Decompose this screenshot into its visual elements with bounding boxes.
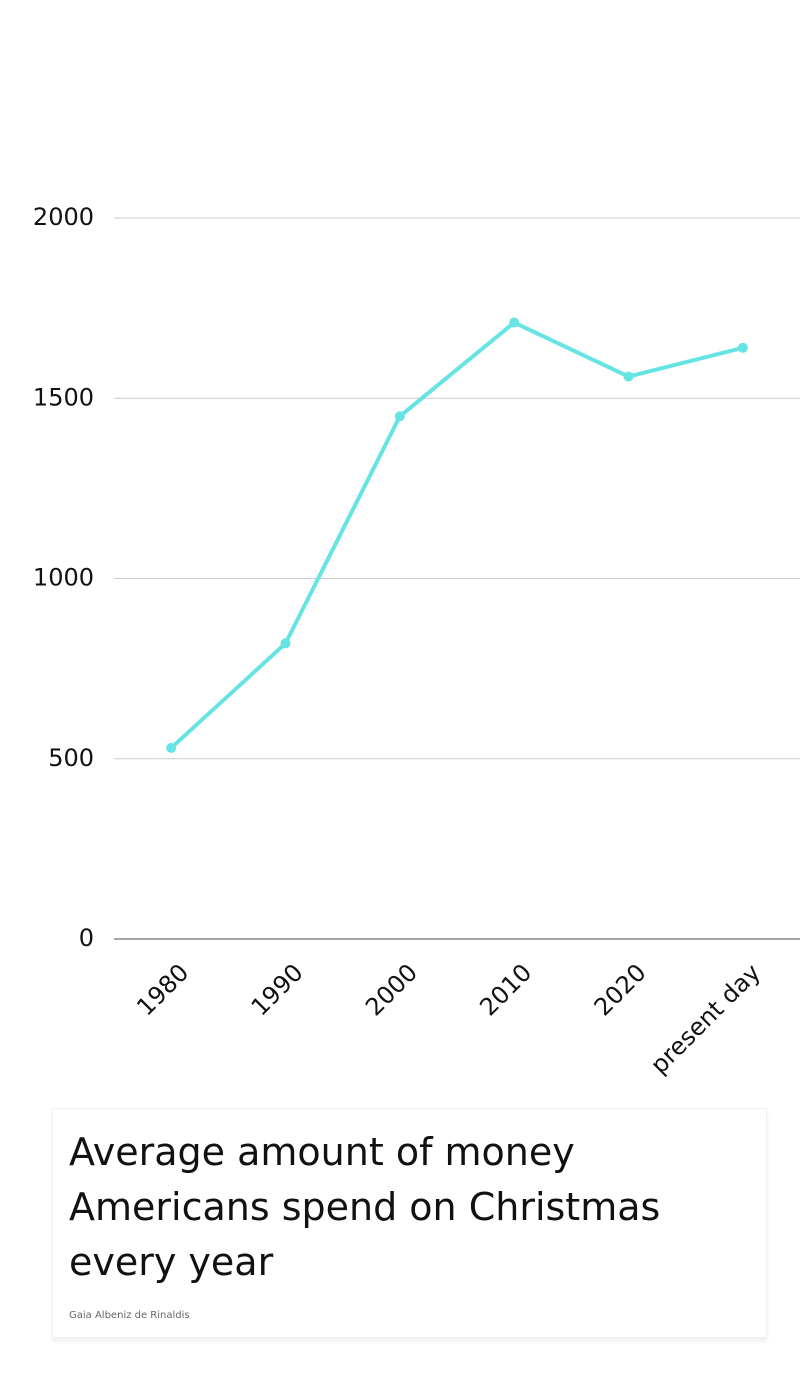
x-tick-label: 1980	[131, 958, 194, 1021]
point	[166, 742, 177, 753]
y-tick-label: 0	[79, 924, 94, 952]
caption-card: Average amount of money Americans spend …	[52, 1108, 767, 1338]
x-tick-label: 2000	[360, 958, 423, 1021]
chart-title: Average amount of money Americans spend …	[69, 1130, 661, 1284]
y-tick-label: 2000	[33, 203, 94, 231]
point	[737, 342, 748, 353]
y-tick-label: 1000	[33, 564, 94, 592]
chart-caption: Gaia Albeniz de Rinaldis	[69, 1310, 190, 1321]
line	[169, 320, 744, 750]
x-tick-label: present day	[645, 958, 766, 1079]
x-tick-label: 2010	[474, 958, 537, 1021]
x-tick-label: 1990	[246, 958, 309, 1021]
chart: 0 500 1000 1500 2000 1980 1990 2000 2010 2020pres…	[33, 203, 800, 1079]
point	[623, 371, 634, 382]
x-tick-label: 2020	[589, 958, 652, 1021]
point	[394, 411, 405, 422]
point	[280, 638, 291, 649]
y-tick-label: 500	[48, 744, 94, 772]
point	[509, 317, 520, 328]
y-tick-label: 1500	[33, 383, 94, 411]
